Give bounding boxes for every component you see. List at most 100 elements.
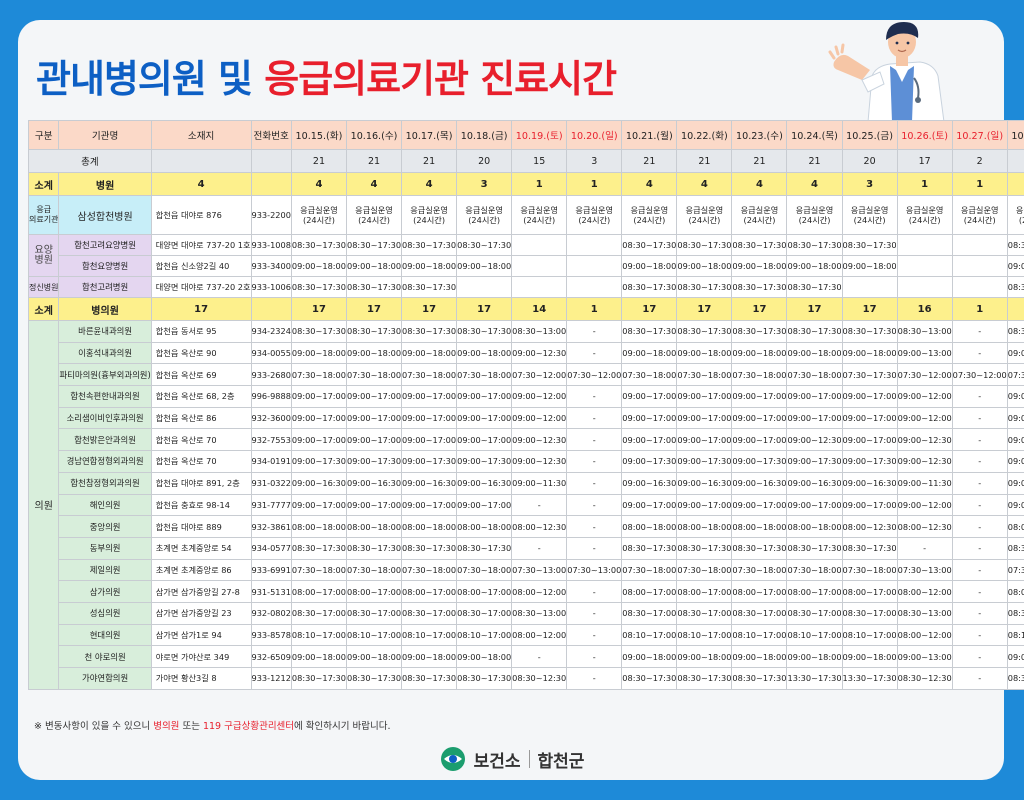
total-value: 2 xyxy=(951,149,1008,173)
hours-cell: - xyxy=(511,645,568,668)
emergency-hours: 응급실운영 (24시간) xyxy=(1006,195,1024,235)
hours-cell: 09:00~16:30 xyxy=(345,471,403,495)
facility-address: 합천읍 옥산로 69 xyxy=(150,363,252,387)
table-row: 삼가의원 삼가면 삼가중앙길 27-8 931-5131 08:00~17:00 08:… xyxy=(29,580,1024,603)
hours-cell: 08:00~17:00 xyxy=(621,580,678,603)
hours-cell: 09:00~12:30 xyxy=(786,428,843,452)
hours-cell: 08:30~17:00 xyxy=(621,601,678,625)
emergency-hours: 응급실운영 (24시간) xyxy=(841,195,898,235)
subtotal-value: 16 xyxy=(896,297,953,321)
col-date: 10.26.(토) xyxy=(896,120,953,150)
subtotal-value: 4 xyxy=(621,172,678,196)
hours-cell: 09:00~17:30 xyxy=(786,450,843,473)
hours-cell: 08:30~17:30 xyxy=(290,536,347,560)
hours-cell: 09:00~17:00 xyxy=(290,493,347,517)
hours-cell: 09:00~17:00 xyxy=(841,385,898,408)
facility-address: 대양면 대야로 737-20 1호 xyxy=(150,234,252,256)
hours-cell: 08:30~17:30 xyxy=(456,536,513,560)
hours-cell: 09:00~18:00 xyxy=(786,341,843,365)
hours-cell: 09:00~17:00 xyxy=(345,493,403,517)
col-date: 10.18.(금) xyxy=(456,120,513,150)
total-value: 21 xyxy=(290,149,347,173)
hours-cell: - xyxy=(951,320,1008,343)
hours-cell: 08:30~17:30 xyxy=(345,536,403,560)
hours-cell: 08:10~17:00 xyxy=(786,623,843,647)
hours-cell: 08:30~17:30 xyxy=(345,276,403,298)
col-category: 구분 xyxy=(27,120,60,150)
facility-phone: 934-0055 xyxy=(250,341,292,365)
hours-cell: 08:00~18:00 xyxy=(456,515,513,538)
facility-address: 합천읍 옥산로 68, 2층 xyxy=(150,385,252,408)
hours-cell: - xyxy=(566,536,623,560)
hours-cell: 08:30~17:30 xyxy=(345,320,403,343)
hours-cell: 08:30~17:30 xyxy=(345,234,403,256)
hours-cell: 08:30~17:30 xyxy=(1006,276,1024,298)
emergency-phone: 933-2200 xyxy=(250,195,292,235)
hours-cell: 09:00~11:30 xyxy=(896,471,953,495)
hours-cell: 08:30~12:30 xyxy=(511,667,568,690)
hours-cell: - xyxy=(951,406,1008,430)
hours-cell: 08:30~17:00 xyxy=(401,601,458,625)
table-row: 합천밝은안과의원 합천읍 옥산로 70 932-7553 09:00~17:00 09:… xyxy=(29,428,1024,452)
hours-cell xyxy=(951,255,1008,277)
hours-cell: 09:00~17:00 xyxy=(676,428,733,452)
subtotal-hospital-row: 소계 병원 4 44431144443114 xyxy=(27,172,1024,196)
hours-cell: 08:30~17:30 xyxy=(621,536,678,560)
hours-cell: 08:30~17:30 xyxy=(290,667,347,690)
hours-cell: 08:30~17:30 xyxy=(841,536,898,560)
hours-cell: 08:30~13:00 xyxy=(896,320,953,343)
hours-cell: - xyxy=(951,493,1008,517)
facility-phone: 934-0191 xyxy=(250,450,292,473)
hours-cell: 09:00~12:30 xyxy=(896,428,953,452)
facility-name: 합천요양병원 xyxy=(58,255,152,277)
col-phone: 전화번호 xyxy=(250,120,292,150)
hours-cell: 09:00~16:30 xyxy=(290,471,347,495)
facility-address: 삼가면 삼가1로 94 xyxy=(150,623,252,647)
hours-cell: 09:00~17:00 xyxy=(1006,385,1024,408)
hours-cell: 09:00~18:00 xyxy=(1006,645,1024,668)
hours-cell: 08:00~12:00 xyxy=(511,580,568,603)
hours-cell: 09:00~17:00 xyxy=(401,428,458,452)
subtotal-value: 17 xyxy=(786,297,843,321)
hours-cell: - xyxy=(566,580,623,603)
total-value: 21 xyxy=(786,149,843,173)
total-value: 3 xyxy=(566,149,623,173)
facility-phone: 932-6509 xyxy=(250,645,292,668)
subtotal-value: 17 xyxy=(841,297,898,321)
emergency-address: 합천읍 대야로 876 xyxy=(150,195,252,235)
hours-cell: 08:30~17:30 xyxy=(1006,320,1024,343)
hours-cell: - xyxy=(951,385,1008,408)
hours-cell: - xyxy=(566,515,623,538)
hours-cell: 08:00~18:00 xyxy=(731,515,788,538)
hours-cell: 07:30~18:00 xyxy=(786,363,843,387)
subtotal-value: 1 xyxy=(511,172,568,196)
facility-name: 제일의원 xyxy=(58,558,152,582)
total-value: 21 xyxy=(621,149,678,173)
hours-cell: 09:00~12:00 xyxy=(896,493,953,517)
page-title: 관내병의원 및 응급의료기관 진료시간 xyxy=(36,48,617,103)
hours-cell: - xyxy=(951,341,1008,365)
subtotal-clinic-row: 소계병의원1717171717141171717171716117 xyxy=(27,297,1024,321)
hours-cell: - xyxy=(951,428,1008,452)
hours-cell: 08:30~17:30 xyxy=(401,320,458,343)
hours-cell: 07:30~18:00 xyxy=(621,363,678,387)
subtotal-value: 3 xyxy=(841,172,898,196)
hours-cell: 08:30~17:30 xyxy=(731,667,788,690)
hours-cell: - xyxy=(566,450,623,473)
hours-cell: 09:00~18:00 xyxy=(676,255,733,277)
subtotal-value: 17 xyxy=(621,297,678,321)
hours-cell: 09:00~12:00 xyxy=(511,406,568,430)
facility-name: 중앙의원 xyxy=(58,515,152,538)
table-row: 현대의원 삼가면 삼가1로 94 933-8578 08:10~17:00 08:10~… xyxy=(29,623,1024,647)
hours-cell: 09:00~18:00 xyxy=(731,341,788,365)
total-value: 17 xyxy=(896,149,953,173)
emergency-hours: 응급실운영 (24시간) xyxy=(896,195,953,235)
hours-cell: 08:30~17:30 xyxy=(456,234,513,256)
hours-cell: 09:00~18:00 xyxy=(401,255,458,277)
facility-phone: 933-1008 xyxy=(250,234,292,256)
facility-name: 성심의원 xyxy=(58,601,152,625)
facility-name: 경남연합정형외과의원 xyxy=(58,450,152,473)
hours-cell: - xyxy=(951,667,1008,690)
hours-cell: 08:30~17:30 xyxy=(786,320,843,343)
hours-cell: 08:00~12:30 xyxy=(511,515,568,538)
